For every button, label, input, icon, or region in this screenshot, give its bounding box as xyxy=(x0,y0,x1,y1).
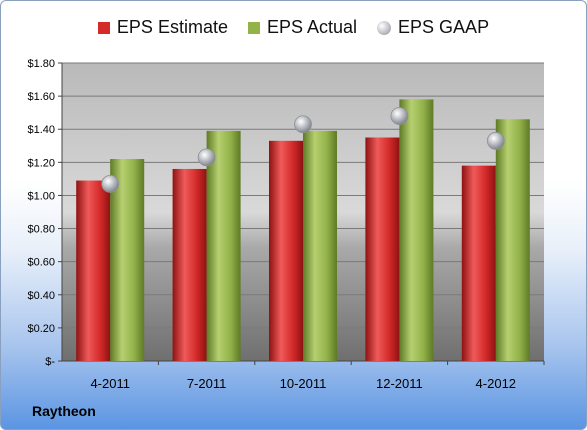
bar-eps-actual xyxy=(303,130,337,361)
legend-item-eps-gaap: EPS GAAP xyxy=(377,17,489,38)
x-tick-label: 10-2011 xyxy=(280,376,327,391)
legend-swatch-eps-estimate xyxy=(97,21,110,34)
marker-eps-gaap xyxy=(390,107,409,125)
bar-eps-estimate xyxy=(172,168,207,361)
legend-item-eps-actual: EPS Actual xyxy=(247,17,358,38)
y-tick-label: $1.80 xyxy=(27,58,55,70)
y-tick-label: $0.20 xyxy=(27,323,55,335)
legend-label-eps-estimate: EPS Estimate xyxy=(116,17,228,37)
x-tick-label: 4-2011 xyxy=(90,376,130,391)
bar-eps-estimate xyxy=(76,180,111,361)
y-tick-label: $0.40 xyxy=(27,290,55,302)
marker-eps-gaap xyxy=(486,131,505,150)
marker-eps-gaap xyxy=(197,148,216,167)
legend-item-eps-estimate: EPS Estimate xyxy=(97,17,228,38)
bar-eps-actual xyxy=(206,130,241,361)
legend-swatch-eps-actual xyxy=(247,21,260,34)
x-tick-label: 12-2011 xyxy=(376,376,423,391)
y-tick-label: $0.60 xyxy=(27,257,55,269)
marker-eps-gaap xyxy=(101,174,120,193)
bar-eps-estimate xyxy=(365,137,400,361)
y-tick-label: $1.20 xyxy=(27,157,55,169)
legend-swatch-eps-gaap xyxy=(377,20,392,35)
legend-label-eps-actual: EPS Actual xyxy=(266,17,358,37)
bar-eps-actual xyxy=(495,119,530,362)
marker-eps-gaap xyxy=(294,115,312,134)
y-tick-label: $- xyxy=(45,356,55,368)
y-tick-label: $1.00 xyxy=(27,190,55,202)
company-name: Raytheon xyxy=(32,403,96,419)
y-tick-label: $1.40 xyxy=(27,124,55,136)
bar-eps-actual xyxy=(110,159,145,361)
bar-eps-estimate xyxy=(461,165,496,361)
x-tick-label: 4-2012 xyxy=(476,376,516,391)
chart-legend: EPS Estimate EPS Actual EPS GAAP xyxy=(1,17,586,38)
legend-label-eps-gaap: EPS GAAP xyxy=(398,17,490,37)
y-tick-label: $1.60 xyxy=(27,91,55,103)
bar-eps-actual xyxy=(399,99,434,361)
y-tick-label: $0.80 xyxy=(27,224,55,236)
x-tick-label: 7-2011 xyxy=(187,376,227,391)
bar-eps-estimate xyxy=(269,140,303,361)
